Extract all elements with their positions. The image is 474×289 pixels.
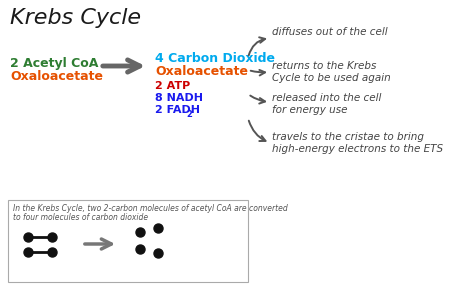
Text: diffuses out of the cell: diffuses out of the cell — [272, 27, 388, 37]
Text: 2 Acetyl CoA: 2 Acetyl CoA — [10, 57, 99, 70]
Text: 2: 2 — [186, 110, 192, 119]
FancyBboxPatch shape — [8, 200, 248, 282]
Text: to four molecules of carbon dioxide: to four molecules of carbon dioxide — [13, 213, 148, 222]
Text: Oxaloacetate: Oxaloacetate — [155, 65, 248, 78]
Text: released into the cell
for energy use: released into the cell for energy use — [272, 93, 382, 115]
Text: 4 Carbon Dioxide: 4 Carbon Dioxide — [155, 52, 275, 65]
Text: 2 ATP: 2 ATP — [155, 81, 190, 91]
Text: In the Krebs Cycle, two 2-carbon molecules of acetyl CoA are converted: In the Krebs Cycle, two 2-carbon molecul… — [13, 204, 288, 213]
Text: 8 NADH: 8 NADH — [155, 93, 203, 103]
Text: 2 FADH: 2 FADH — [155, 105, 200, 115]
Text: travels to the cristae to bring
high-energy electrons to the ETS: travels to the cristae to bring high-ene… — [272, 132, 443, 153]
Text: returns to the Krebs
Cycle to be used again: returns to the Krebs Cycle to be used ag… — [272, 61, 391, 83]
Text: Oxaloacetate: Oxaloacetate — [10, 70, 103, 83]
Text: Krebs Cycle: Krebs Cycle — [10, 8, 141, 28]
